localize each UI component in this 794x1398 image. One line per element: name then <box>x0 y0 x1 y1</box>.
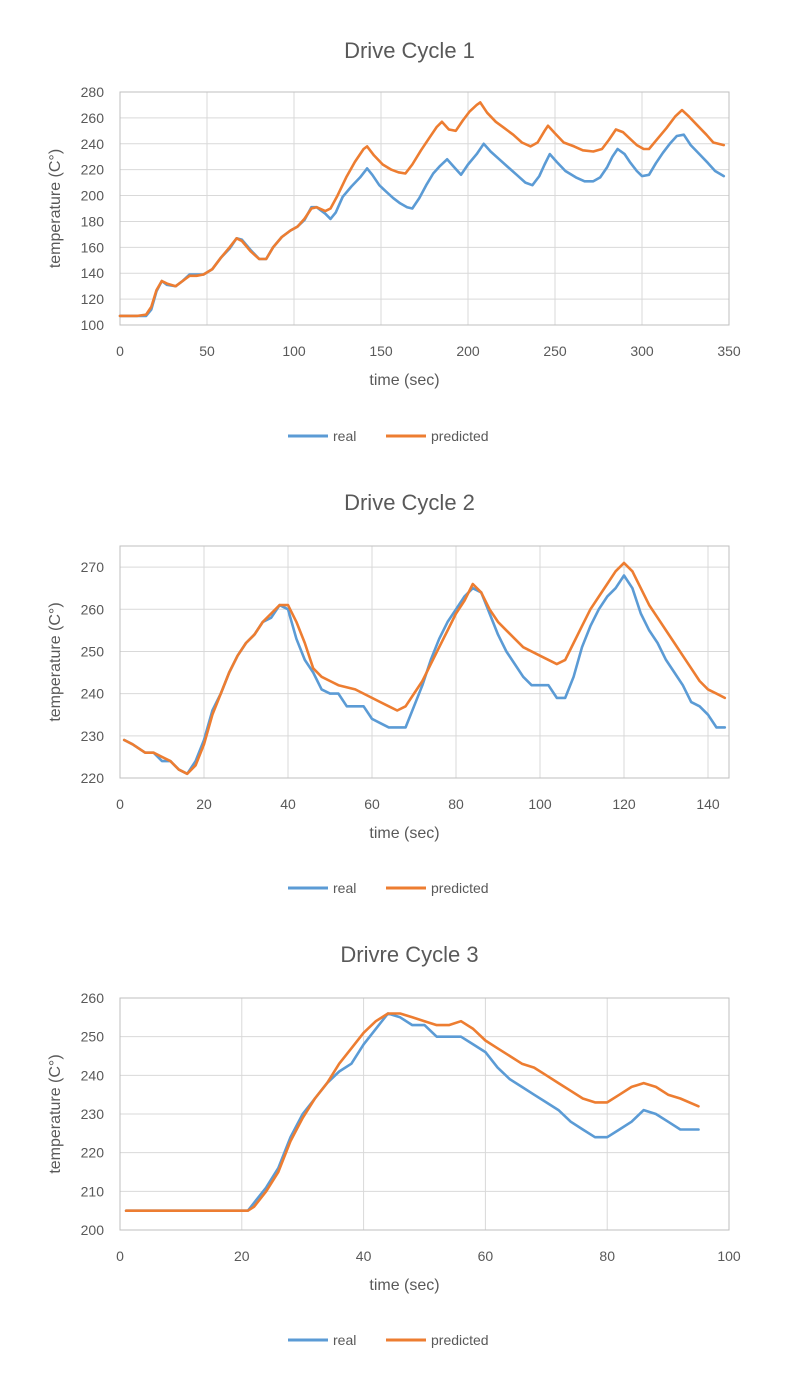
x-tick-label: 100 <box>717 1248 741 1264</box>
plot-frame <box>119 997 730 1231</box>
x-tick-label: 350 <box>717 343 741 359</box>
y-tick-label: 250 <box>81 643 105 659</box>
x-tick-label: 150 <box>369 343 393 359</box>
x-axis-label: time (sec) <box>369 372 439 389</box>
x-tick-label: 20 <box>234 1248 250 1264</box>
y-axis-label: temperature (C°) <box>47 1054 64 1173</box>
x-tick-label: 80 <box>448 796 464 812</box>
legend-label-real: real <box>333 428 356 444</box>
legend-label-real: real <box>333 1332 356 1348</box>
legend-label-predicted: predicted <box>431 1332 489 1348</box>
series-line-predicted <box>118 101 726 318</box>
y-tick-label: 260 <box>81 601 105 617</box>
y-tick-label: 240 <box>81 686 105 702</box>
x-tick-label: 0 <box>116 1248 124 1264</box>
y-tick-label: 270 <box>81 559 105 575</box>
series-line-predicted <box>122 561 727 776</box>
x-tick-label: 40 <box>356 1248 372 1264</box>
y-tick-label: 280 <box>81 84 105 100</box>
y-axis-label: temperature (C°) <box>47 149 64 268</box>
y-tick-label: 230 <box>81 728 105 744</box>
y-tick-label: 240 <box>81 136 105 152</box>
y-tick-label: 260 <box>81 110 105 126</box>
y-tick-label: 180 <box>81 213 105 229</box>
chart-title: Drive Cycle 1 <box>344 38 475 63</box>
x-axis-label: time (sec) <box>369 825 439 842</box>
legend-label-real: real <box>333 880 356 896</box>
chart-2: Drive Cycle 2 220 230 240 250 260 270 0 20 40 60 80… <box>47 490 730 896</box>
y-tick-label: 100 <box>81 317 105 333</box>
y-tick-label: 210 <box>81 1183 105 1199</box>
x-axis-label: time (sec) <box>369 1277 439 1294</box>
x-tick-label: 120 <box>612 796 636 812</box>
x-tick-label: 0 <box>116 796 124 812</box>
x-tick-label: 100 <box>282 343 306 359</box>
x-tick-label: 300 <box>630 343 654 359</box>
y-tick-label: 220 <box>81 1145 105 1161</box>
legend-label-predicted: predicted <box>431 880 489 896</box>
x-tick-label: 60 <box>478 1248 494 1264</box>
y-tick-label: 200 <box>81 1222 105 1238</box>
y-tick-label: 260 <box>81 990 105 1006</box>
series-line-real <box>124 1012 700 1212</box>
chart-1: Drive Cycle 1 100 120 140 160 180 200 220 240 260… <box>47 38 741 444</box>
x-tick-label: 80 <box>599 1248 615 1264</box>
x-tick-label: 200 <box>456 343 480 359</box>
y-tick-label: 160 <box>81 239 105 255</box>
plot-frame <box>119 91 730 326</box>
y-tick-label: 230 <box>81 1106 105 1122</box>
series-line-real <box>118 133 726 318</box>
series-line-predicted <box>124 1012 700 1212</box>
legend-label-predicted: predicted <box>431 428 489 444</box>
y-tick-label: 120 <box>81 291 105 307</box>
y-tick-label: 240 <box>81 1067 105 1083</box>
plot-frame <box>119 545 730 779</box>
y-tick-label: 220 <box>81 770 105 786</box>
x-tick-label: 40 <box>280 796 296 812</box>
y-tick-label: 140 <box>81 265 105 281</box>
chart-3: Drivre Cycle 3 200 210 220 230 240 250 260 0 20 40… <box>47 942 741 1348</box>
y-tick-label: 200 <box>81 188 105 204</box>
chart-title: Drivre Cycle 3 <box>340 942 478 967</box>
x-tick-label: 140 <box>696 796 720 812</box>
y-tick-label: 250 <box>81 1029 105 1045</box>
x-tick-label: 250 <box>543 343 567 359</box>
y-tick-label: 220 <box>81 162 105 178</box>
x-tick-label: 100 <box>528 796 552 812</box>
x-tick-label: 60 <box>364 796 380 812</box>
x-tick-label: 20 <box>196 796 212 812</box>
x-tick-label: 0 <box>116 343 124 359</box>
x-tick-label: 50 <box>199 343 215 359</box>
y-axis-label: temperature (C°) <box>47 602 64 721</box>
chart-title: Drive Cycle 2 <box>344 490 475 515</box>
